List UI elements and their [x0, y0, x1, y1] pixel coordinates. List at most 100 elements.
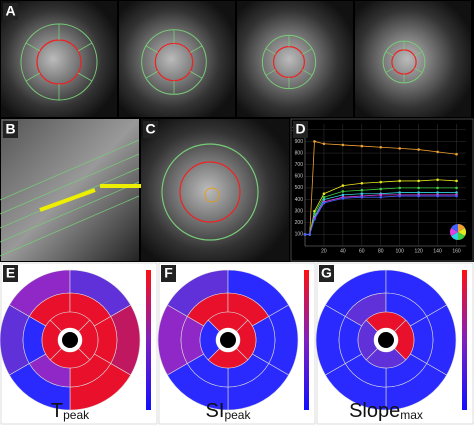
panel-label: F [164, 265, 173, 281]
segment-divider [385, 51, 394, 57]
blood-pool [204, 187, 220, 203]
segment-divider [77, 72, 93, 82]
data-point [398, 191, 402, 194]
segment-key [450, 228, 458, 236]
data-point [398, 179, 402, 183]
data-point [436, 150, 439, 154]
y-tick-label: 300 [295, 208, 304, 214]
data-point [341, 190, 345, 193]
caption-main: SI [206, 400, 225, 422]
y-tick-label: 400 [295, 197, 304, 203]
panel-a-images [1, 1, 471, 117]
short-axis-image [141, 119, 289, 261]
data-point [322, 142, 326, 146]
label-box [319, 265, 334, 282]
segment-divider [414, 51, 423, 57]
bullseye-hole [62, 332, 78, 348]
data-point [455, 194, 458, 198]
data-point [455, 152, 458, 156]
data-point [455, 179, 458, 183]
caption: Tpeak [51, 400, 90, 422]
data-point [303, 233, 307, 236]
segment-key [451, 224, 458, 232]
caption-sub: max [400, 408, 423, 422]
caption-main: Slope [349, 400, 400, 422]
signal-chart: 1002003004005006007008009001000204060801… [292, 124, 466, 254]
data-point [379, 195, 383, 199]
data-point [398, 194, 402, 198]
data-point [379, 145, 383, 149]
epicardial-contour [161, 143, 259, 241]
y-tick-label: 700 [295, 162, 304, 168]
panel-label: B [5, 121, 15, 137]
data-point [341, 143, 345, 147]
segment-key [451, 232, 458, 240]
data-point [360, 192, 364, 196]
data-point [322, 195, 326, 199]
chart-panel [290, 118, 474, 262]
segment-divider [302, 48, 313, 55]
segment-key [458, 228, 466, 236]
data-point [313, 140, 316, 143]
label-box [293, 121, 308, 138]
segment-divider [25, 72, 41, 82]
segment-key [458, 232, 465, 240]
highlight-slice [39, 188, 96, 212]
x-tick-label: 40 [340, 248, 346, 254]
data-point [417, 191, 420, 194]
data-point [341, 184, 345, 187]
data-point [417, 194, 420, 198]
segment-divider [189, 45, 203, 53]
panel-label: D [295, 121, 305, 137]
y-tick-label: 800 [295, 150, 304, 156]
data-point [455, 191, 458, 194]
data-point [322, 201, 326, 205]
x-tick-label: 80 [378, 248, 384, 254]
data-point [360, 181, 364, 185]
data-point [313, 217, 316, 221]
segment-divider [302, 69, 313, 76]
data-point [360, 195, 364, 199]
data-point [436, 186, 439, 190]
label-box [3, 3, 18, 20]
data-point [308, 233, 312, 236]
panel-label: G [321, 265, 332, 281]
data-point [360, 188, 364, 192]
data-point [322, 192, 326, 196]
x-tick-label: 140 [433, 248, 442, 254]
caption-sub: peak [224, 408, 251, 422]
y-tick-label: 200 [295, 220, 304, 226]
panel-label: C [145, 121, 155, 137]
panel-labels: A B C D E F G [3, 3, 334, 282]
mri-image [119, 1, 235, 117]
panel-label: A [5, 3, 15, 19]
label-box [161, 265, 176, 282]
segment-divider [385, 67, 394, 73]
y-tick-label: 500 [295, 185, 304, 191]
caption: SIpeak [206, 400, 252, 422]
segment-key [458, 224, 465, 232]
y-tick-label: 900 [295, 139, 304, 145]
data-point [313, 212, 316, 215]
data-point [360, 144, 364, 148]
mri-image [237, 1, 353, 117]
segment-divider [145, 45, 159, 53]
data-point [398, 147, 402, 150]
x-tick-label: 20 [321, 248, 327, 254]
colorbar [304, 270, 309, 410]
segment-divider [145, 71, 159, 79]
data-point [341, 193, 345, 197]
y-tick-label: 600 [295, 174, 304, 180]
bullseye-row: Tpeak SIpeak Slopemax [0, 262, 474, 425]
segment-divider [265, 48, 276, 55]
caption-sub: peak [63, 408, 90, 422]
colorbar [462, 270, 467, 410]
x-tick-label: 120 [414, 248, 423, 254]
y-tick-label: 100 [295, 232, 304, 238]
data-point [398, 186, 402, 190]
x-tick-label: 60 [359, 248, 365, 254]
data-point [379, 187, 383, 191]
segment-divider [414, 67, 423, 73]
caption: Slopemax [349, 400, 423, 422]
data-point [436, 194, 439, 198]
